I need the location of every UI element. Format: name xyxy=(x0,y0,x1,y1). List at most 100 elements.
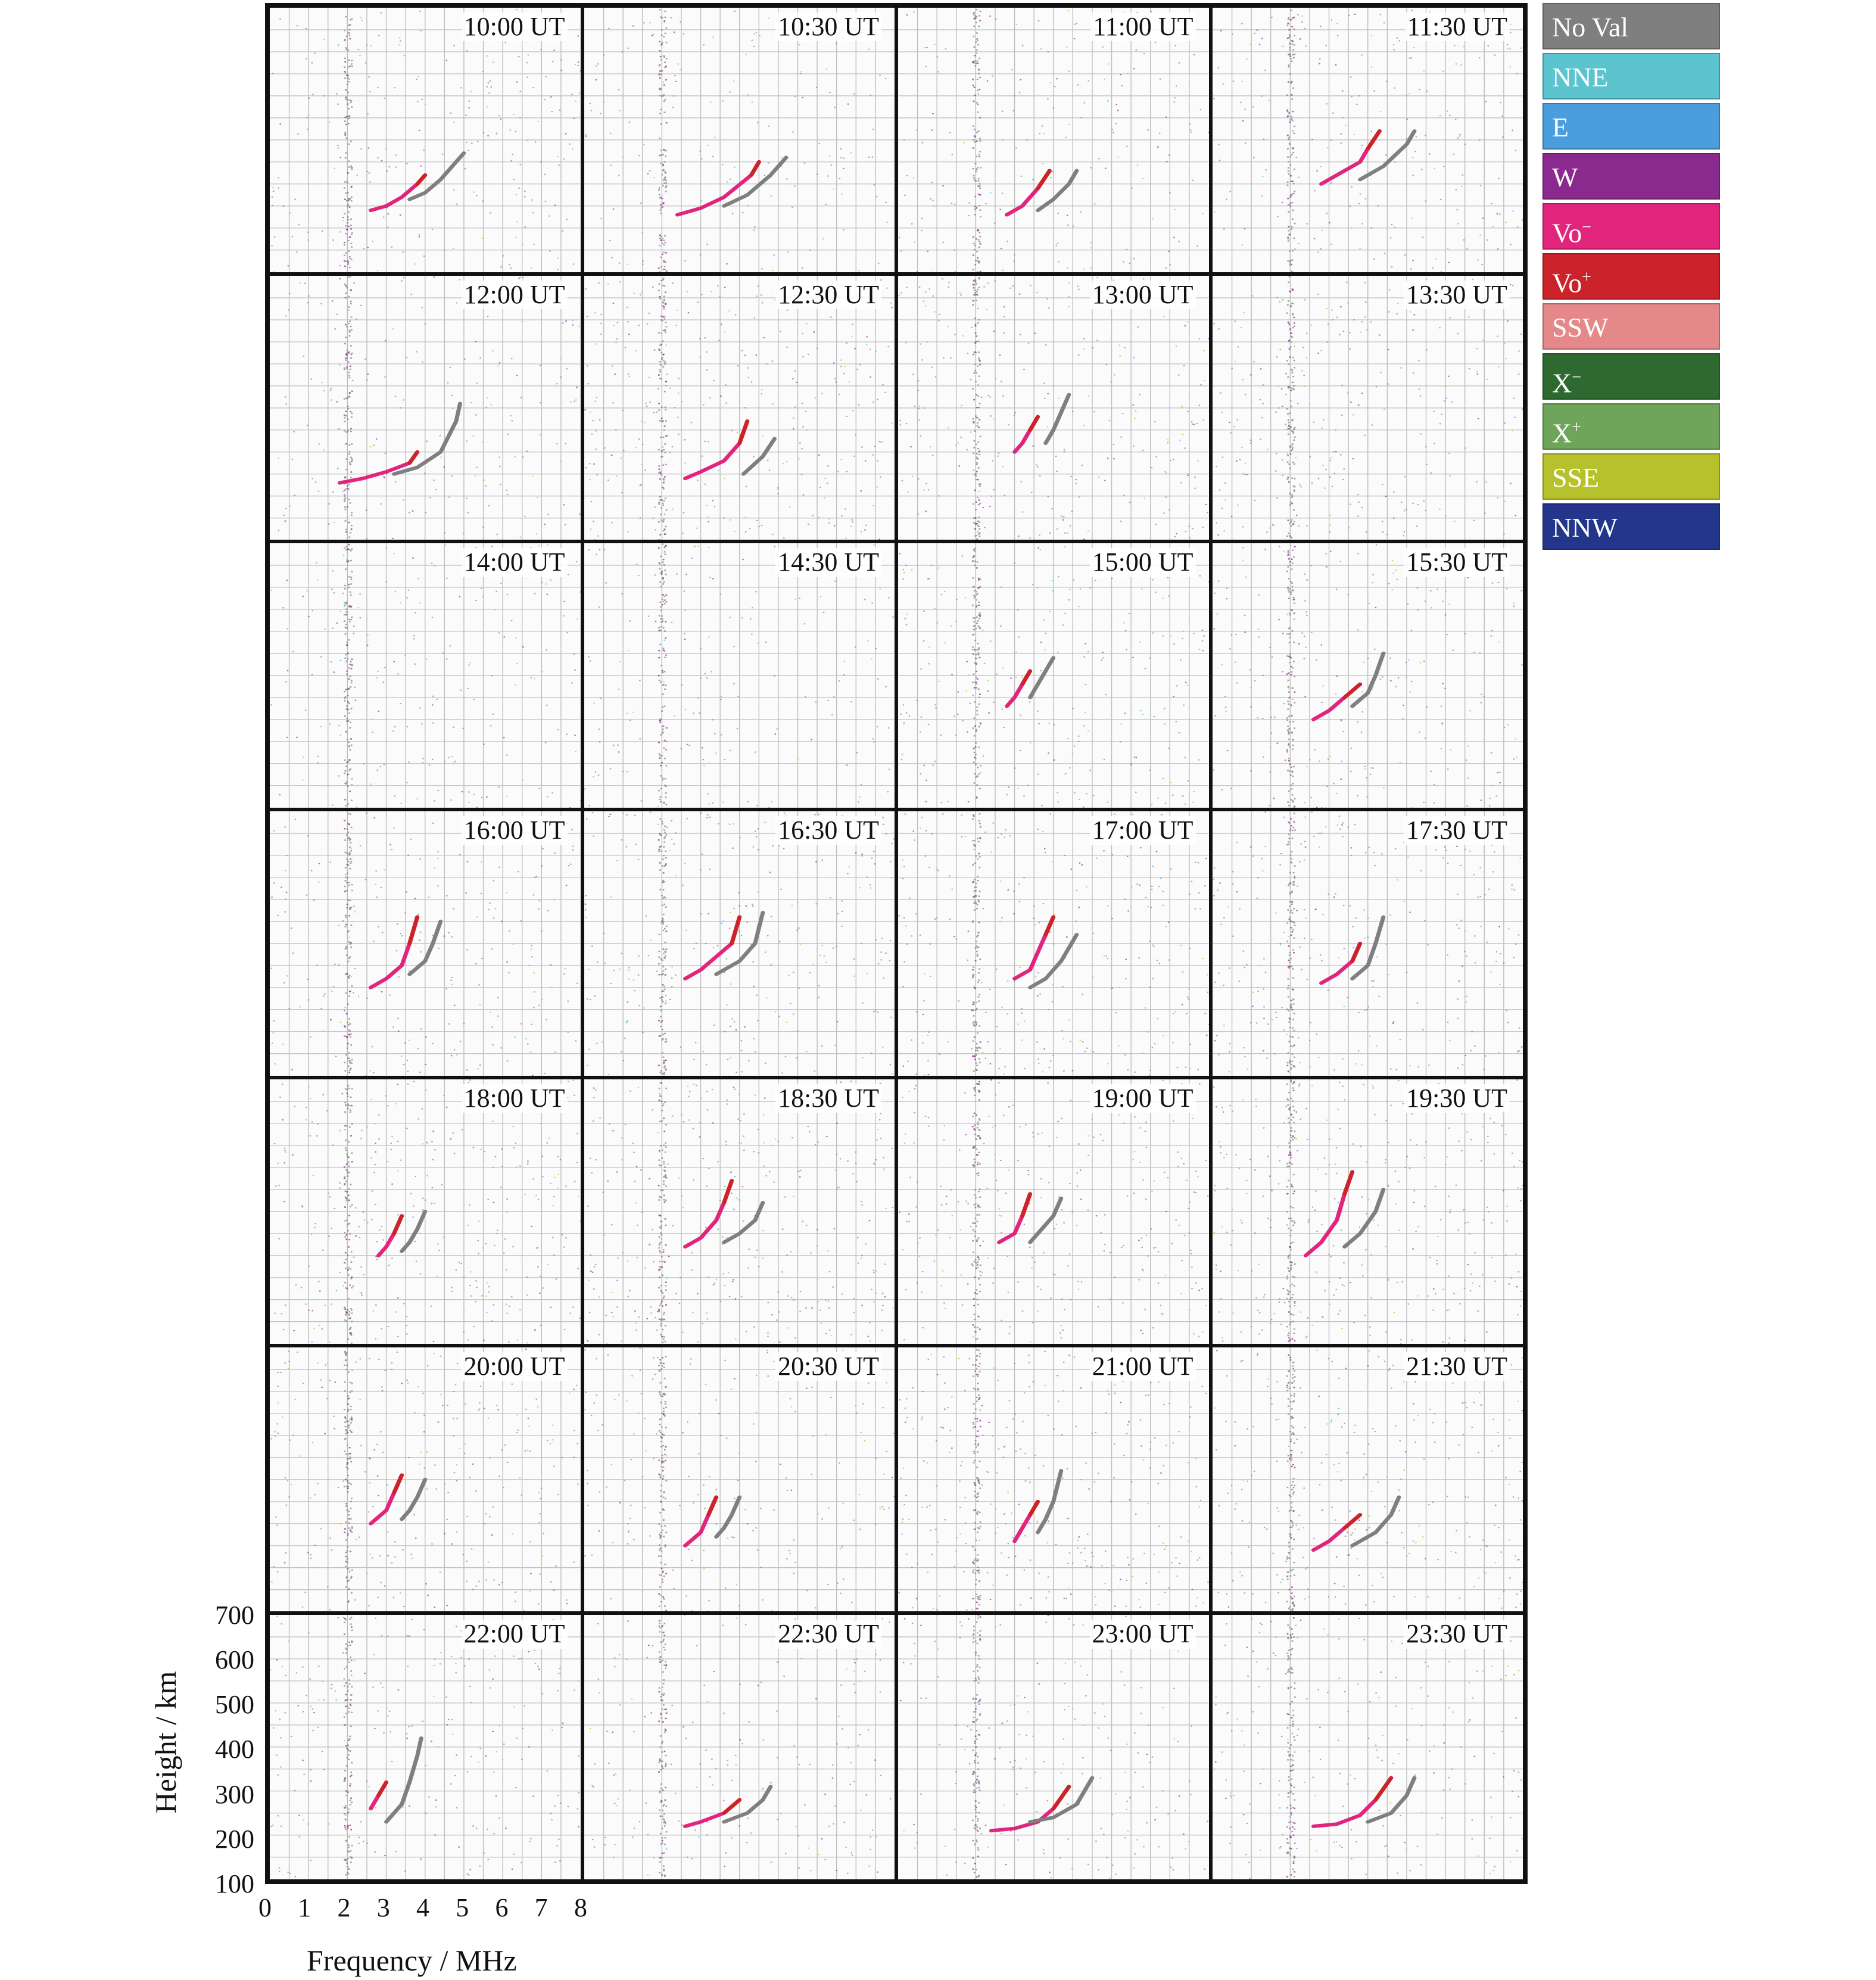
noise-dot xyxy=(938,495,940,497)
noise-dot xyxy=(1077,736,1080,737)
noise-dots xyxy=(585,9,895,272)
interference-dot xyxy=(1289,175,1292,177)
interference-dot xyxy=(665,79,667,81)
noise-dot xyxy=(308,97,310,99)
noise-dot xyxy=(419,708,421,709)
noise-dot xyxy=(800,447,803,449)
interference-dot xyxy=(344,477,346,479)
interference-dot xyxy=(1293,428,1295,430)
interference-dot xyxy=(658,194,660,195)
interference-dot xyxy=(977,767,979,769)
noise-dot xyxy=(702,759,704,761)
noise-dot xyxy=(822,612,824,614)
noise-dot xyxy=(347,118,349,120)
noise-dot xyxy=(350,848,353,849)
interference-dot xyxy=(661,357,663,359)
interference-dot xyxy=(657,348,660,350)
noise-dot xyxy=(980,771,982,773)
noise-dot xyxy=(1173,696,1174,698)
noise-dot xyxy=(414,664,416,665)
interference-dot xyxy=(350,531,351,534)
noise-dot xyxy=(1090,267,1092,269)
o-mode-trace xyxy=(675,160,761,217)
noise-dot xyxy=(506,755,508,756)
interference-dot xyxy=(663,551,665,553)
interference-dot xyxy=(348,759,351,761)
interference-dot xyxy=(1288,564,1291,566)
noise-dot xyxy=(1147,129,1149,131)
interference-dot xyxy=(973,372,976,373)
noise-dot xyxy=(1448,261,1450,263)
noise-dot xyxy=(653,412,655,413)
noise-dot xyxy=(496,533,498,535)
interference-dot xyxy=(665,191,667,192)
noise-dot xyxy=(389,844,391,846)
interference-dot xyxy=(348,703,351,705)
interference-dot xyxy=(1292,642,1295,643)
noise-dot xyxy=(532,475,534,477)
noise-dot xyxy=(907,491,909,493)
noise-dot xyxy=(752,905,753,907)
noise-dot xyxy=(1062,516,1065,518)
noise-dot xyxy=(1371,688,1373,690)
noise-dot xyxy=(1112,279,1115,281)
noise-dot xyxy=(843,674,844,676)
noise-dot xyxy=(1385,154,1386,156)
interference-dot xyxy=(662,36,665,38)
noise-dot xyxy=(540,49,542,51)
interference-dot xyxy=(661,238,663,239)
interference-dot xyxy=(660,70,663,72)
interference-dot xyxy=(1288,662,1291,664)
noise-dot xyxy=(491,948,493,950)
noise-dot xyxy=(534,991,535,993)
interference-dot xyxy=(661,604,663,606)
noise-dot xyxy=(677,392,679,394)
noise-dot xyxy=(1490,203,1492,204)
interference-dot xyxy=(976,471,978,472)
noise-dot xyxy=(364,879,367,881)
noise-dot xyxy=(853,455,855,457)
interference-dot xyxy=(659,77,661,79)
noise-dot xyxy=(1154,42,1157,43)
interference-dot xyxy=(1288,136,1290,138)
noise-dot xyxy=(1479,652,1481,654)
noise-dot xyxy=(847,103,849,105)
noise-dot xyxy=(318,863,320,865)
noise-dot xyxy=(491,1026,493,1028)
noise-dot xyxy=(1166,161,1168,163)
interference-dot xyxy=(657,472,660,474)
noise-dot xyxy=(284,911,286,913)
interference-dot xyxy=(663,599,666,602)
interference-dot xyxy=(659,499,662,500)
interference-dot xyxy=(663,244,665,246)
noise-dot xyxy=(302,596,304,597)
noise-dot xyxy=(1110,381,1112,382)
interference-dot xyxy=(348,115,351,117)
noise-dot xyxy=(719,593,721,595)
noise-dot xyxy=(1399,762,1401,764)
noise-dot xyxy=(1429,771,1432,773)
noise-dot xyxy=(1340,720,1342,722)
noise-dot xyxy=(1261,38,1263,39)
interference-dot xyxy=(347,688,349,690)
noise-dot xyxy=(774,1011,776,1013)
noise-dot xyxy=(712,36,714,38)
noise-dot xyxy=(551,61,554,63)
gridlines xyxy=(270,8,581,272)
noise-dot xyxy=(425,104,426,105)
interference-dot xyxy=(344,77,346,79)
noise-dot xyxy=(923,611,925,612)
noise-dot xyxy=(716,945,718,947)
interference-dot xyxy=(1289,42,1291,44)
noise-dot xyxy=(1424,135,1426,136)
noise-dot xyxy=(1448,475,1451,477)
noise-dot xyxy=(546,1019,547,1021)
noise-dot xyxy=(400,407,401,409)
noise-dot xyxy=(1037,20,1040,22)
noise-dot xyxy=(854,646,856,648)
noise-dot xyxy=(476,141,479,142)
noise-dot xyxy=(1121,85,1123,87)
interference-dot xyxy=(350,942,352,944)
noise-dot xyxy=(1277,619,1280,621)
interference-dot xyxy=(1286,109,1288,111)
